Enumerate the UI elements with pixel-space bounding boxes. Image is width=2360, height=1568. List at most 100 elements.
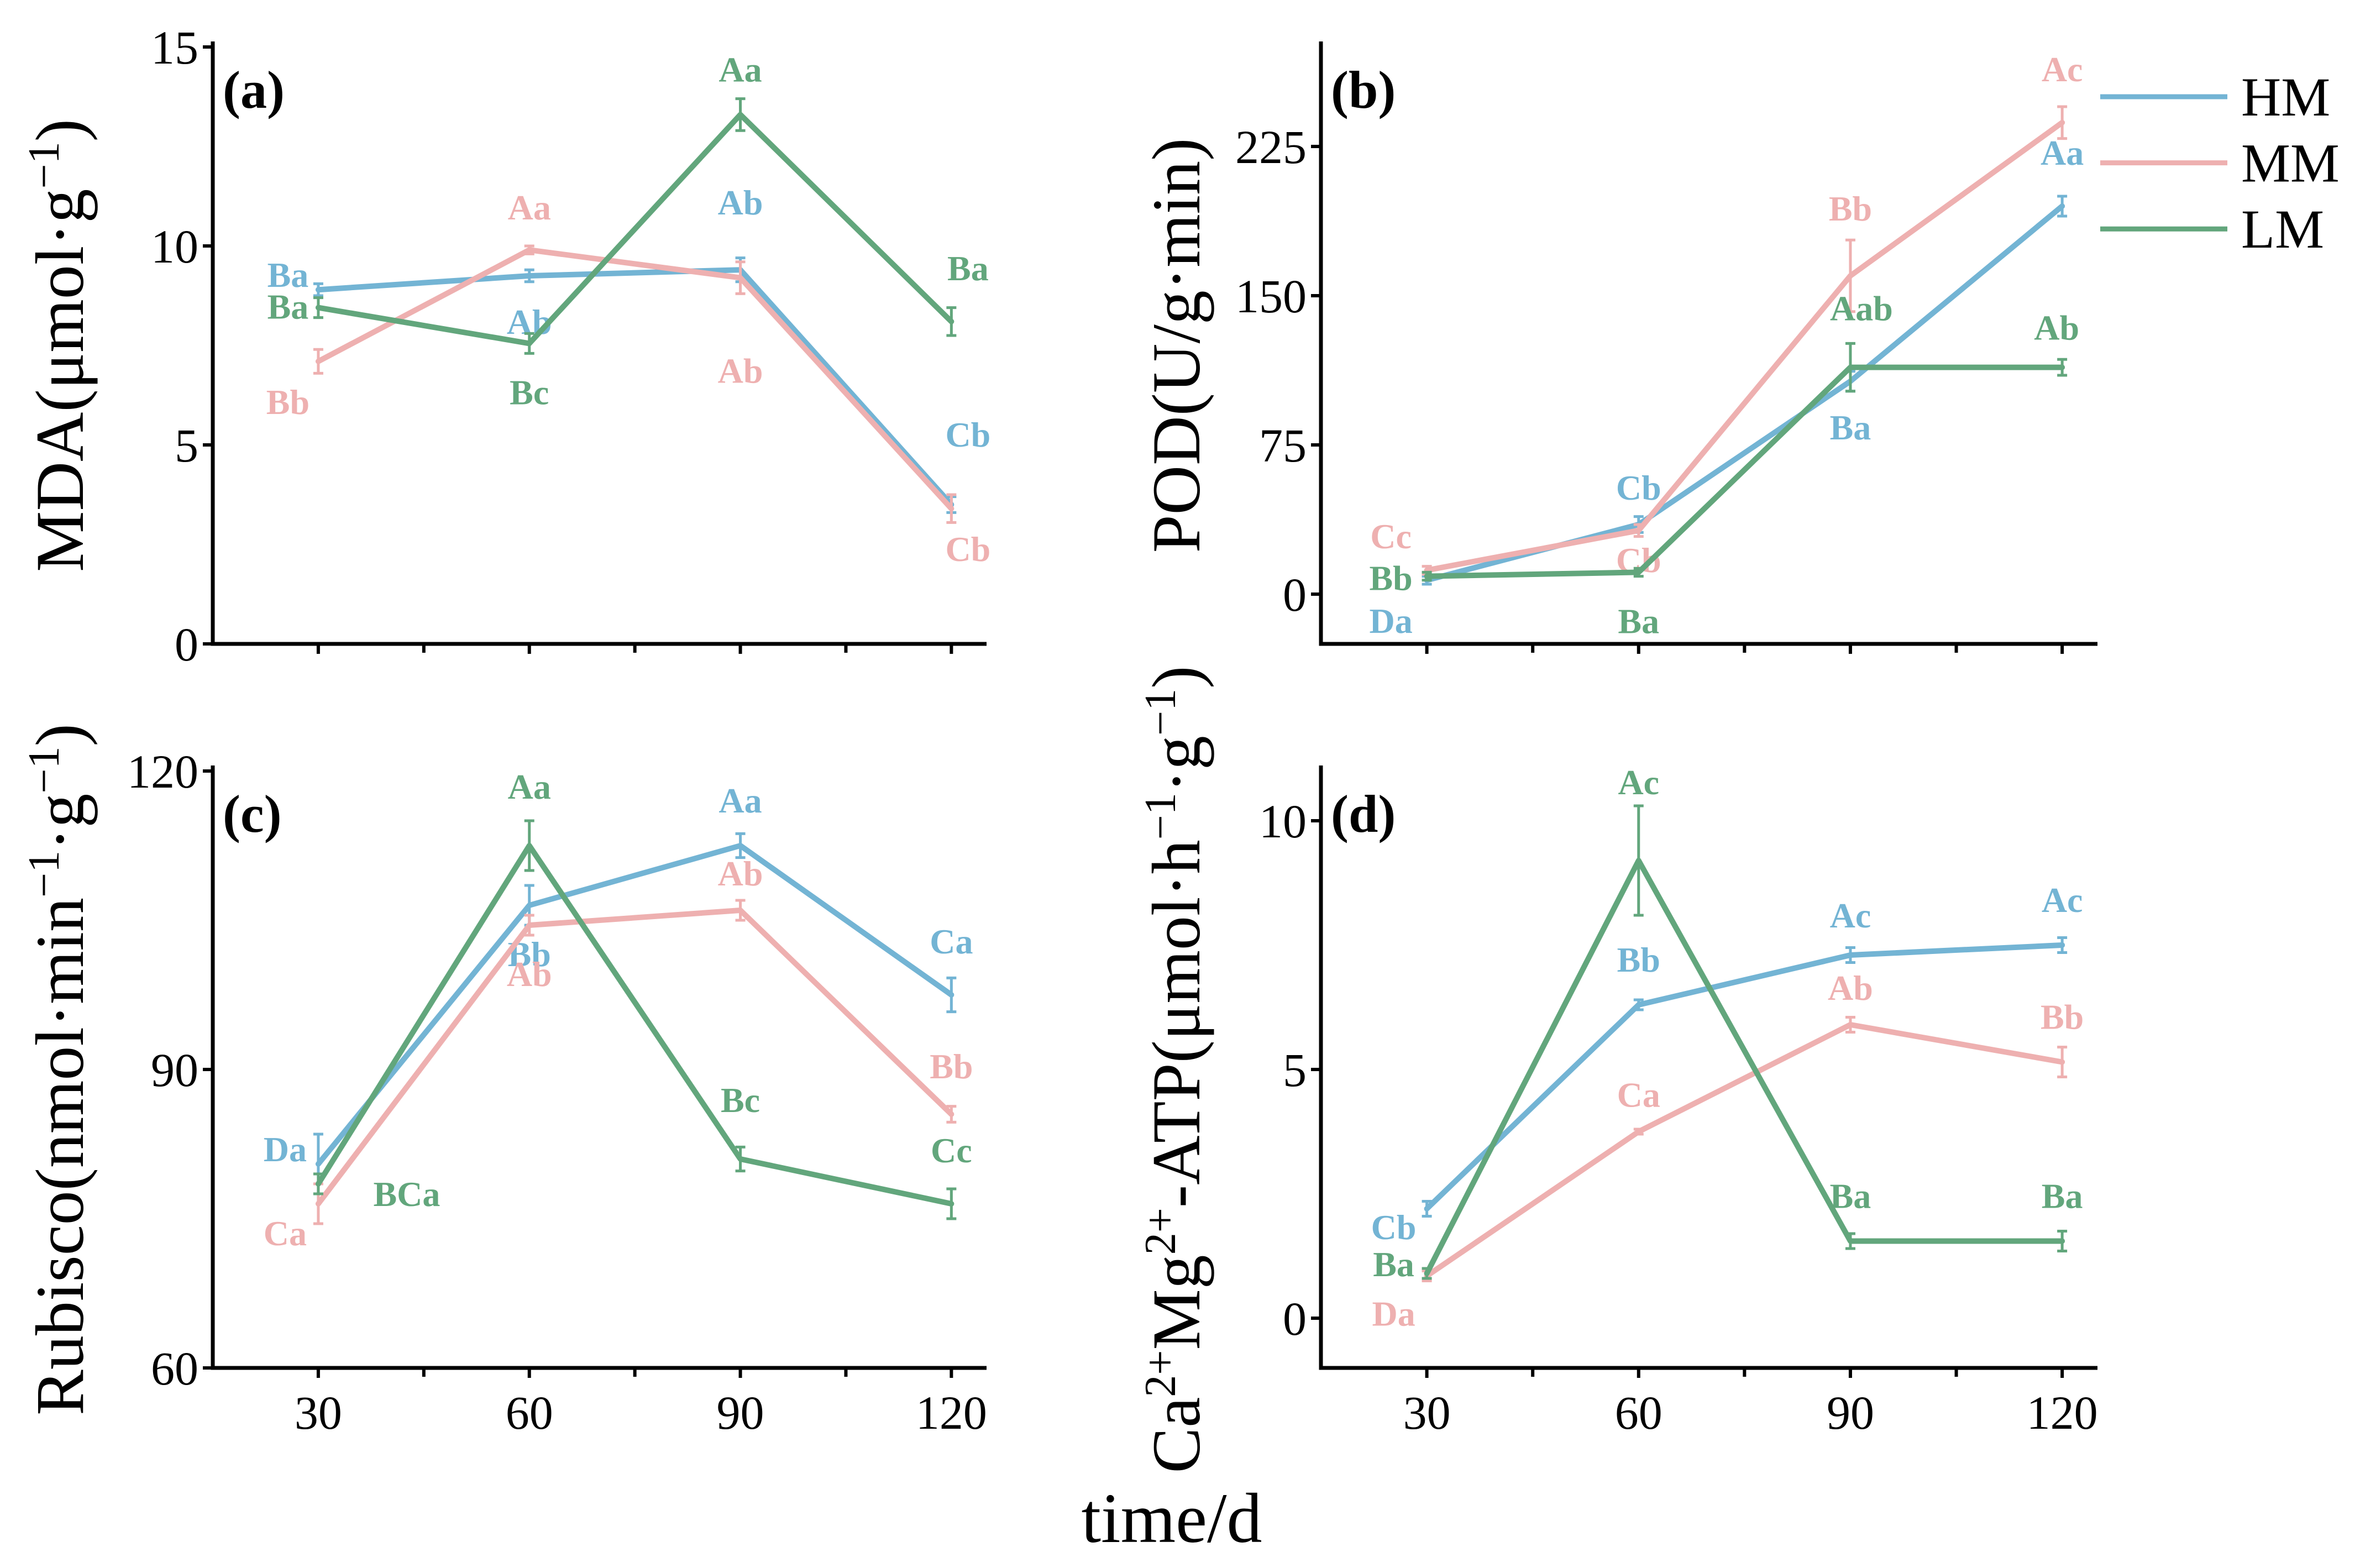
- error-bar: [735, 97, 746, 132]
- data-label: Aa: [719, 781, 762, 820]
- series-line-HM: [315, 267, 955, 507]
- error-bar: [1633, 998, 1644, 1011]
- series-LM: BCa Aa Bc Cc: [313, 767, 972, 1220]
- error-bar: [1845, 1232, 1855, 1250]
- x-tick-label: 30: [1403, 1386, 1451, 1439]
- x-tick-label: 90: [1827, 1386, 1874, 1439]
- y-tick-label: 5: [1283, 1043, 1307, 1097]
- series-MM: Da Ca Ab Bb: [1372, 968, 2084, 1334]
- axes-frame: [1319, 41, 2097, 646]
- error-bar: [313, 1172, 323, 1195]
- data-label: Ab: [718, 352, 763, 391]
- series-line-HM: [1424, 203, 2065, 583]
- y-tick-label: 150: [1235, 270, 1307, 323]
- data-label: Cb: [945, 415, 990, 454]
- series-line-MM: [1424, 1022, 2065, 1279]
- error-bar: [2057, 1230, 2068, 1252]
- data-label: Ba: [1830, 408, 1871, 447]
- series-line-LM: [1424, 364, 2065, 579]
- error-bar: [1845, 946, 1855, 964]
- x-tick-label: 90: [717, 1386, 764, 1439]
- series-line-HM: [315, 843, 955, 1167]
- x-axis-title: time/d: [1081, 1479, 1262, 1557]
- error-bar: [735, 1145, 746, 1173]
- series-line-MM: [315, 247, 955, 512]
- data-label: Ab: [507, 955, 552, 994]
- data-label: Ca: [930, 922, 973, 961]
- error-bar: [946, 976, 957, 1014]
- data-label: Bb: [930, 1047, 973, 1086]
- data-label: Ba: [268, 255, 309, 295]
- series-line-HM: [1424, 942, 2065, 1212]
- y-axis-title: Ca2+Mg2+-ATP(μmol·h−1·g−1): [1136, 666, 1214, 1473]
- error-bar: [946, 306, 957, 337]
- data-label: Ac: [2042, 880, 2083, 920]
- y-tick-label: 60: [151, 1342, 198, 1395]
- data-label: BCa: [373, 1174, 440, 1214]
- data-label: Bb: [1617, 940, 1660, 979]
- error-bar: [1633, 1128, 1644, 1136]
- error-bar: [524, 914, 534, 937]
- series-line-MM: [315, 908, 955, 1207]
- y-tick-label: 10: [151, 220, 198, 273]
- error-bar: [524, 332, 534, 355]
- y-tick-label: 0: [175, 618, 198, 671]
- x-tick-label: 120: [916, 1386, 987, 1439]
- data-label: Bb: [1369, 559, 1412, 598]
- y-tick-label: 75: [1259, 419, 1307, 472]
- error-bar: [1633, 523, 1644, 538]
- data-label: Da: [1369, 601, 1412, 641]
- error-bar: [1845, 238, 1855, 313]
- y-tick-label: 0: [1283, 1292, 1307, 1345]
- error-bar: [735, 260, 746, 295]
- series-HM: Cb Bb Ac Ac: [1371, 880, 2083, 1247]
- y-tick-label: 0: [1283, 568, 1307, 621]
- series-MM: Ca Ab Ab Bb: [264, 854, 973, 1253]
- error-bar: [1422, 1267, 1432, 1280]
- panel-label: (d): [1331, 784, 1396, 843]
- data-label: Ba: [2042, 1177, 2083, 1216]
- series-LM: Ba Bc Aa Ba: [268, 50, 989, 412]
- data-label: Cc: [931, 1131, 972, 1170]
- series-LM: Ba Ac Ba Ba: [1373, 763, 2083, 1284]
- error-bar: [946, 1187, 957, 1220]
- error-bar: [524, 268, 534, 284]
- data-label: Bc: [721, 1081, 760, 1120]
- error-bar: [1422, 570, 1432, 582]
- error-bar: [524, 819, 534, 872]
- data-label: Da: [264, 1130, 307, 1169]
- error-bar: [735, 832, 746, 859]
- data-label: Ba: [1618, 601, 1659, 641]
- data-label: Bb: [1829, 189, 1872, 228]
- data-label: Ba: [1373, 1245, 1414, 1284]
- x-tick-label: 120: [2027, 1386, 2098, 1439]
- error-bar: [2057, 195, 2068, 218]
- error-bar: [313, 296, 323, 319]
- series-line-LM: [1424, 858, 2065, 1276]
- y-tick-label: 225: [1235, 120, 1307, 174]
- error-bar: [2057, 358, 2068, 377]
- y-tick-label: 90: [151, 1043, 198, 1097]
- data-label: Aa: [508, 767, 551, 806]
- error-bar: [946, 1105, 957, 1124]
- data-label: Ac: [1618, 763, 1659, 802]
- data-label: Bb: [2041, 998, 2084, 1037]
- panel-label: (a): [223, 60, 285, 119]
- error-bar: [2057, 105, 2068, 140]
- error-bar: [524, 244, 534, 255]
- series-MM: Bb Aa Ab Cb: [266, 188, 991, 569]
- error-bar: [313, 348, 323, 375]
- axes-frame: [211, 765, 987, 1370]
- data-label: Ab: [1828, 968, 1873, 1008]
- data-label: Aab: [1830, 289, 1893, 328]
- panel-label: (c): [223, 784, 282, 843]
- data-label: Aa: [508, 188, 551, 227]
- data-label: Ab: [2034, 308, 2079, 348]
- data-label: Cb: [945, 529, 990, 569]
- error-bar: [1633, 804, 1644, 917]
- y-tick-label: 120: [127, 745, 198, 798]
- data-label: Aa: [719, 50, 762, 89]
